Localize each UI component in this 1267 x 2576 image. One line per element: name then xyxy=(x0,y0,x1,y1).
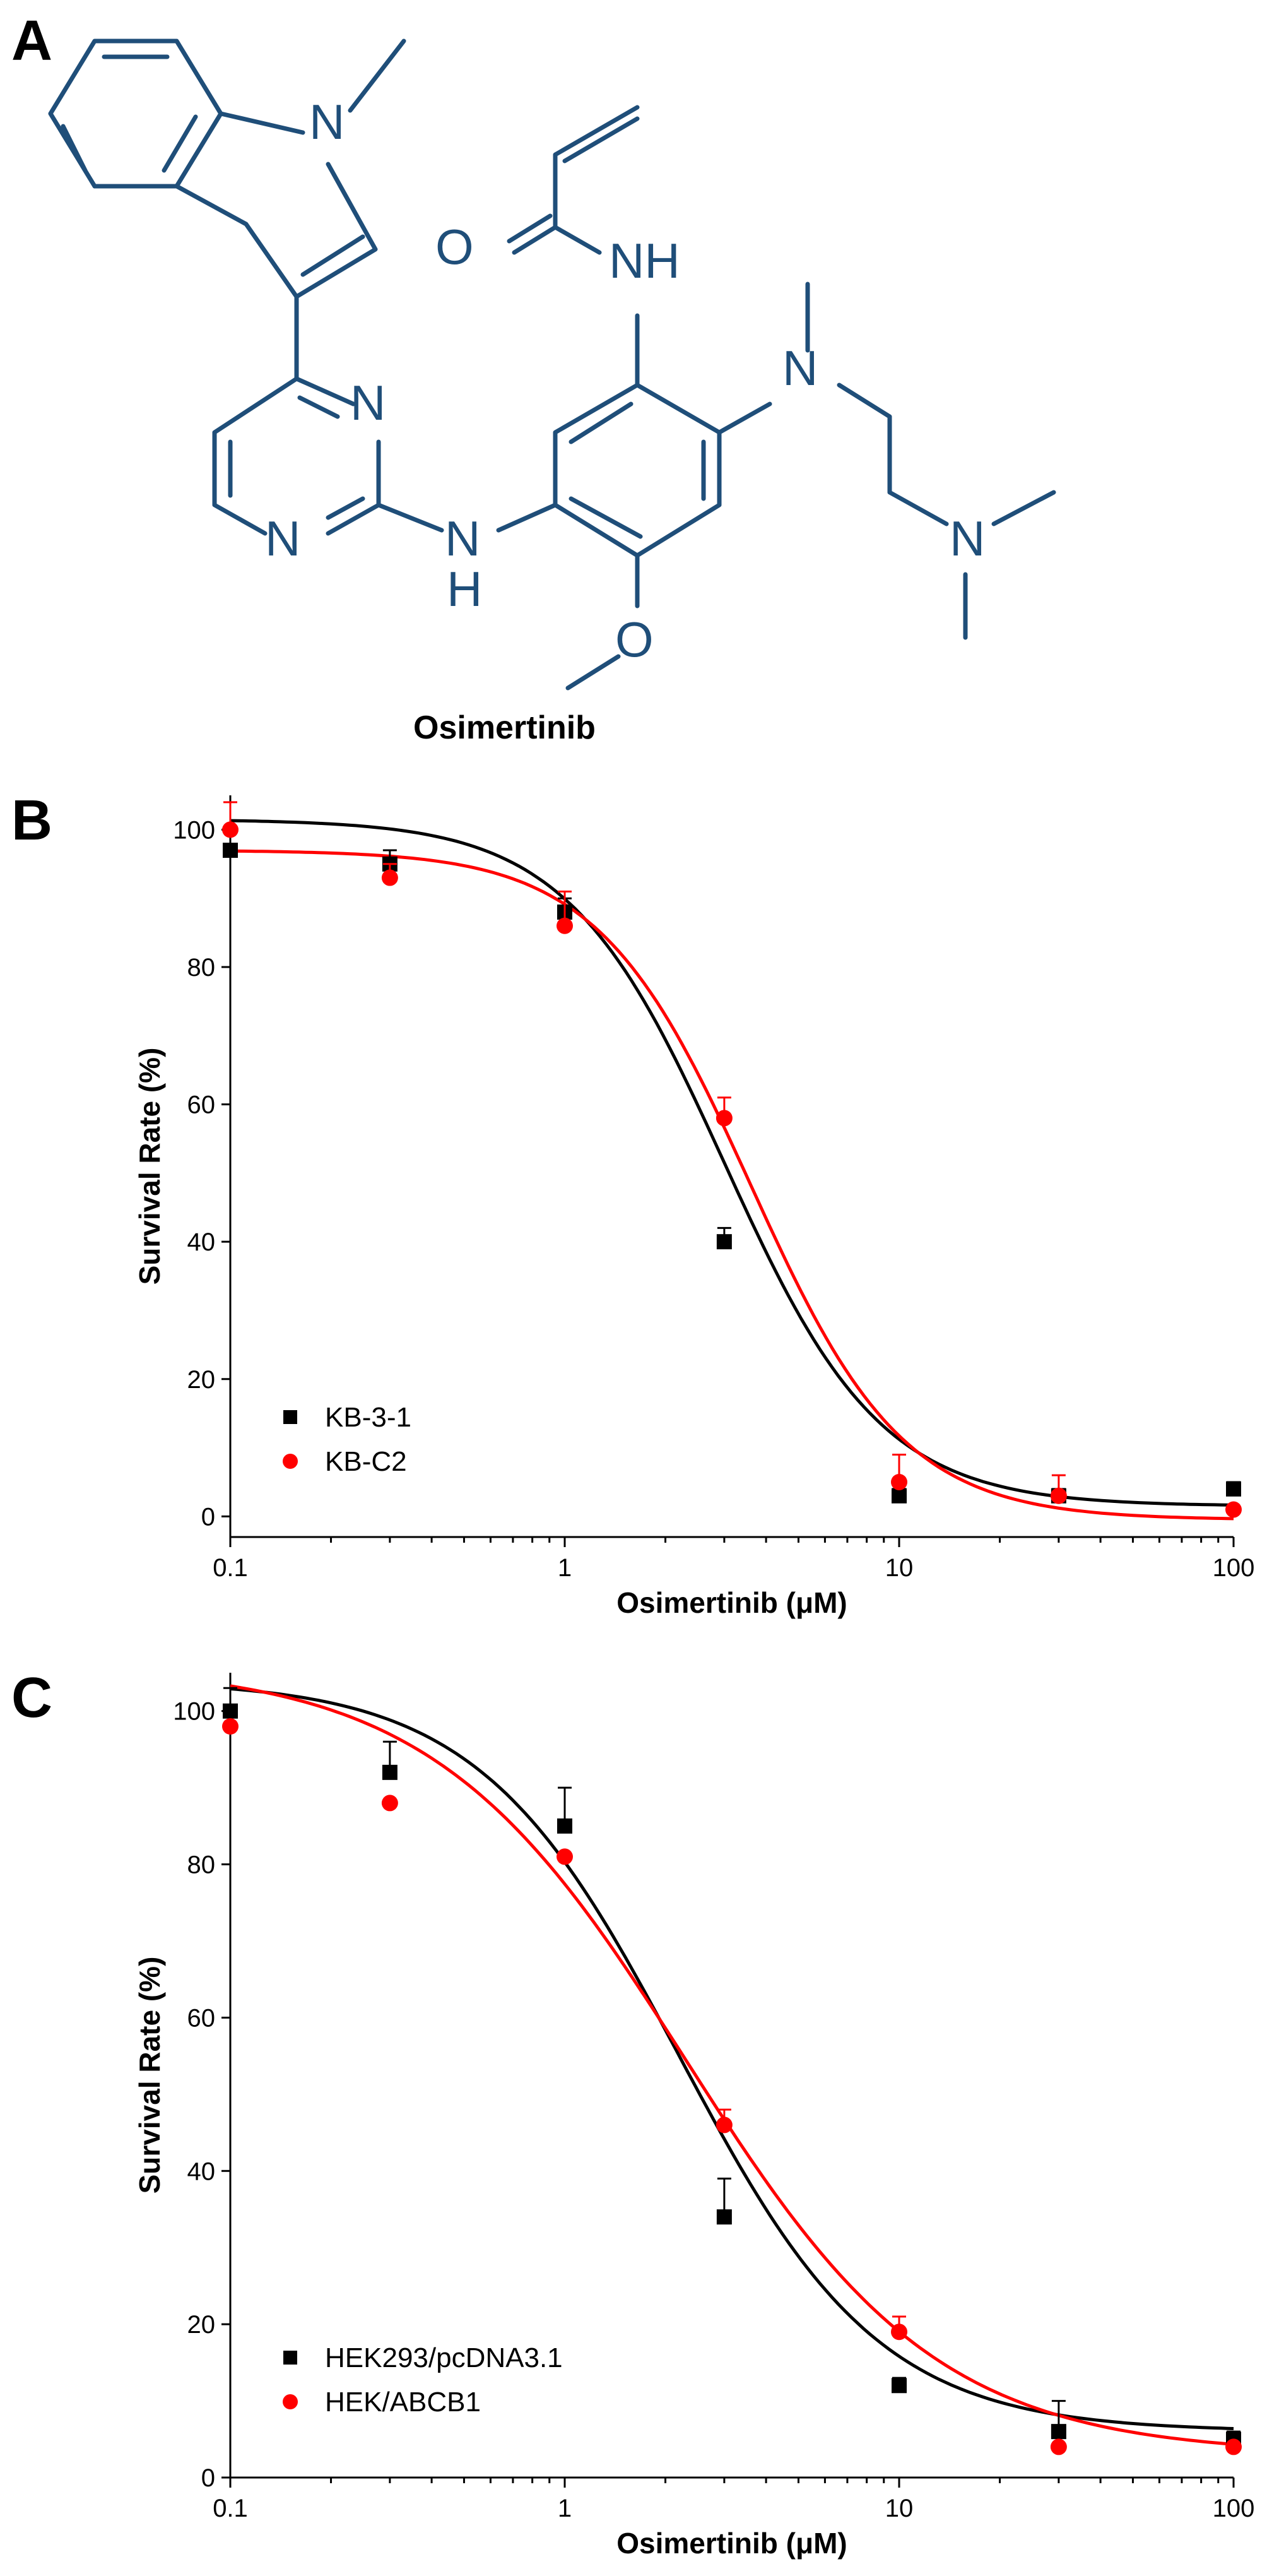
data-point-series-1 xyxy=(382,1764,398,1780)
central-benzene-inner-bonds xyxy=(569,401,706,539)
y-tick-label: 20 xyxy=(187,2311,216,2339)
ethyl-chain xyxy=(837,383,949,526)
data-point-series-1 xyxy=(223,1703,238,1719)
data-point-series-1 xyxy=(1226,1481,1241,1497)
amide-carbonyl xyxy=(507,213,558,255)
x-axis-title: Osimertinib (μM) xyxy=(616,1586,847,1619)
data-point-series-2 xyxy=(1050,2438,1067,2455)
x-tick-label: 1 xyxy=(558,2495,572,2522)
pyrimidine-ring xyxy=(212,376,381,536)
methoxy-bonds xyxy=(565,553,640,691)
pyrimidine-double-bonds xyxy=(228,395,365,520)
data-point-series-2 xyxy=(222,821,239,838)
pyrimidine-nh-bond xyxy=(376,502,444,533)
atom-n-pyrimidine-bottom: N xyxy=(265,511,300,566)
x-tick-label: 1 xyxy=(558,1554,572,1582)
data-point-series-2 xyxy=(891,1473,907,1490)
data-point-series-1 xyxy=(1051,2424,1066,2440)
panel-b-label: B xyxy=(11,789,52,852)
aryl-n-bond xyxy=(717,401,772,435)
data-point-series-2 xyxy=(222,1718,239,1735)
data-point-series-2 xyxy=(557,917,573,934)
x-tick-label: 10 xyxy=(885,2495,914,2522)
indole-n-methyl xyxy=(348,39,406,113)
nh-aryl-bond xyxy=(496,502,558,533)
data-point-series-1 xyxy=(892,1488,907,1504)
indole-benzene-inner-bonds xyxy=(61,54,198,173)
atom-nh-amide: NH xyxy=(609,233,680,288)
legend-marker-series-2 xyxy=(283,2394,298,2409)
legend-label-series-1: KB-3-1 xyxy=(325,1402,411,1433)
atom-n-indole: N xyxy=(309,94,345,150)
data-point-series-1 xyxy=(557,1818,572,1834)
data-point-series-2 xyxy=(891,2324,907,2341)
y-axis-title: Survival Rate (%) xyxy=(133,1957,166,2194)
y-tick-label: 80 xyxy=(187,954,216,982)
panel-a-label: A xyxy=(11,9,52,73)
data-point-series-2 xyxy=(716,2116,733,2134)
x-tick-label: 0.1 xyxy=(213,1554,248,1582)
atom-n-dimethyl: N xyxy=(950,511,985,566)
data-point-series-1 xyxy=(716,2209,732,2225)
x-tick-label: 10 xyxy=(885,1554,914,1582)
y-tick-label: 20 xyxy=(187,1366,216,1394)
data-point-series-1 xyxy=(223,843,238,858)
atom-n-pyrimidine-top: N xyxy=(350,375,386,430)
y-tick-label: 80 xyxy=(187,1851,216,1879)
central-benzene-ring xyxy=(553,383,722,558)
x-tick-label: 0.1 xyxy=(213,2495,248,2522)
legend-label-series-1: HEK293/pcDNA3.1 xyxy=(325,2342,563,2373)
osimertinib-structure: N O NH N N N H N N O xyxy=(48,39,1056,691)
panel-b: B 0 20 40 60 80 100 0.1 1 10 100 Osimertinib (μM) S… xyxy=(11,789,1254,1619)
legend-marker-series-1 xyxy=(283,2351,297,2365)
indole-pyrrole-double xyxy=(300,234,365,277)
legend-marker-series-2 xyxy=(283,1454,298,1469)
data-point-series-2 xyxy=(1225,1501,1242,1518)
panel-c: C 0 20 40 60 80 100 0.1 1 10 100 Osimertinib (μM) S… xyxy=(11,1666,1254,2560)
data-point-series-2 xyxy=(716,1110,733,1127)
atom-o-carbonyl: O xyxy=(435,219,474,275)
data-point-series-2 xyxy=(381,869,398,886)
data-point-series-1 xyxy=(716,1234,732,1250)
atom-o-methoxy: O xyxy=(615,612,654,667)
indole-benzene-ring xyxy=(48,39,223,189)
data-point-series-2 xyxy=(381,1795,398,1812)
atom-n-amine-bridge: N xyxy=(445,511,480,566)
fit-curve-series-2 xyxy=(230,1684,1234,2446)
legend-label-series-2: KB-C2 xyxy=(325,1446,407,1477)
data-point-series-2 xyxy=(1050,1487,1067,1504)
chart-c: 0 20 40 60 80 100 0.1 1 10 100 Osimertinib (μM) Sur… xyxy=(133,1673,1254,2560)
y-tick-label: 60 xyxy=(187,2004,216,2032)
y-tick-label: 100 xyxy=(173,1698,215,1726)
y-axis-title: Survival Rate (%) xyxy=(133,1048,166,1285)
x-tick-label: 100 xyxy=(1213,2495,1255,2522)
atom-n-methyl: N xyxy=(782,340,818,396)
legend-marker-series-1 xyxy=(283,1410,297,1424)
chart-b: 0 20 40 60 80 100 0.1 1 10 100 Osimertinib (μM) Sur… xyxy=(133,795,1254,1619)
y-tick-label: 40 xyxy=(187,2158,216,2185)
x-tick-label: 100 xyxy=(1213,1554,1255,1582)
acryl-bonds xyxy=(553,105,640,230)
legend-label-series-2: HEK/ABCB1 xyxy=(325,2387,481,2418)
x-axis-title: Osimertinib (μM) xyxy=(616,2527,847,2560)
data-point-series-1 xyxy=(892,2378,907,2394)
fit-curve-series-1 xyxy=(230,1687,1234,2430)
y-tick-label: 60 xyxy=(187,1091,216,1119)
data-point-series-2 xyxy=(1225,2438,1242,2455)
y-tick-label: 0 xyxy=(201,1503,215,1531)
compound-name: Osimertinib xyxy=(413,709,596,746)
panel-c-label: C xyxy=(11,1666,52,1730)
data-point-series-2 xyxy=(557,1848,573,1865)
y-tick-label: 100 xyxy=(173,816,215,844)
y-tick-label: 0 xyxy=(201,2464,215,2492)
panel-a: A xyxy=(11,9,1056,746)
y-tick-label: 40 xyxy=(187,1228,216,1256)
fit-curve-series-2 xyxy=(230,849,1234,1521)
n-dimethyl-branches xyxy=(963,490,1056,640)
amide-c-n xyxy=(553,225,602,255)
atom-h-amine-bridge: H xyxy=(447,561,482,617)
